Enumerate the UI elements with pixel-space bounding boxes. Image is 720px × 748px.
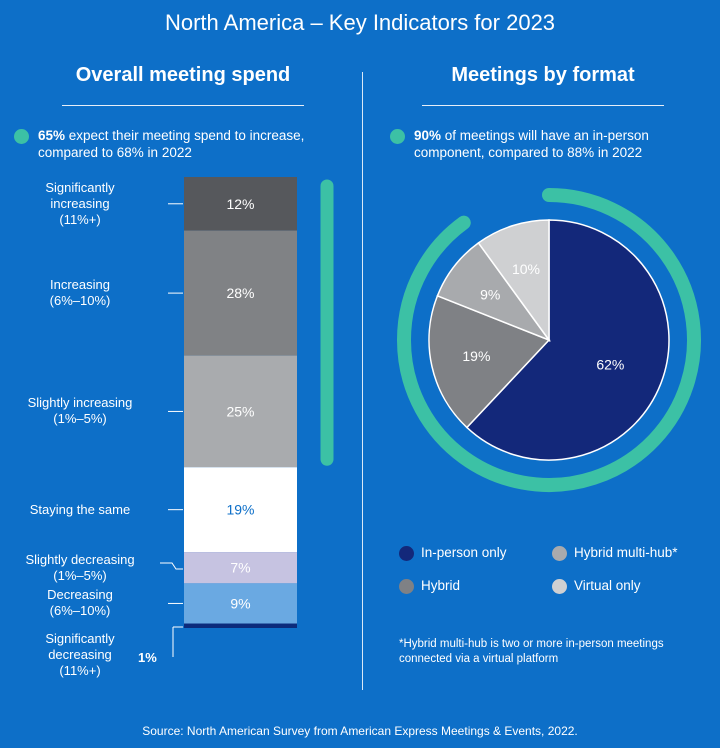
legend-swatch	[399, 546, 414, 561]
bar-category-label-line: (11%+)	[59, 663, 101, 678]
legend-swatch	[552, 579, 567, 594]
right-title-rule	[422, 105, 664, 106]
left-bullet-dot	[14, 129, 29, 144]
bar-category-label: Increasing (6%–10%)	[0, 277, 160, 309]
legend-swatch	[399, 579, 414, 594]
bar-category-label-line: (11%+)	[59, 211, 101, 227]
bar-value-label: 7%	[230, 560, 250, 576]
bar-category-label-line: (6%–10%)	[49, 603, 111, 619]
bar-category-label-line: Significantly	[45, 631, 115, 646]
bar-segment	[184, 355, 297, 468]
right-bullet-dot	[390, 129, 405, 144]
left-bullet-bold: 65%	[38, 128, 66, 143]
bar-value-label: 28%	[226, 285, 254, 301]
pie-value-label: 19%	[462, 348, 490, 364]
bar-segment	[184, 552, 297, 584]
left-bullet-rest: expect their meeting spend to increase, …	[38, 128, 305, 160]
panel-divider	[362, 72, 363, 690]
bar-segment	[184, 623, 297, 628]
left-bullet-text: 65% expect their meeting spend to increa…	[38, 127, 343, 161]
bar-category-label-line: Significantly	[45, 179, 115, 195]
bar-category-label-line: Slightly decreasing	[25, 551, 135, 567]
bar-category-label: Staying the same	[0, 502, 160, 518]
right-bullet-text: 90% of meetings will have an in-person c…	[414, 127, 704, 161]
bar-segment	[184, 230, 297, 356]
left-panel-title: Overall meeting spend	[75, 64, 291, 86]
bar-category-label-line: Slightly increasing	[27, 395, 133, 411]
bar-category-label-line: Staying the same	[29, 501, 131, 517]
page-title: North America – Key Indicators for 2023	[164, 10, 556, 35]
bar-category-label-line: (1%–5%)	[53, 567, 107, 583]
legend-label: Hybrid multi-hub*	[574, 545, 678, 560]
bar-value-label: 19%	[226, 502, 254, 518]
pie-slice	[465, 219, 670, 461]
bar-category-label-line: decreasing	[48, 647, 112, 662]
source-note: Source: North American Survey from Ameri…	[142, 724, 578, 738]
bar-value-label: 12%	[226, 196, 254, 212]
bar-category-label: Decreasing (6%–10%)	[0, 587, 160, 619]
left-title-rule	[62, 105, 304, 106]
legend-label: Virtual only	[574, 578, 641, 593]
legend-swatch	[552, 546, 567, 561]
pie-value-label: 10%	[512, 261, 540, 277]
bar-category-label-line: Increasing	[50, 277, 110, 293]
bar-category-label-line: Decreasing	[47, 587, 113, 603]
bar-value-label-small: 1%	[138, 650, 157, 665]
bar-category-label: Significantly decreasing (11%+)	[0, 631, 160, 679]
footnote: *Hybrid multi-hub is two or more in-pers…	[399, 638, 664, 665]
bar-value-label: 25%	[226, 403, 254, 419]
legend-label: Hybrid	[421, 578, 461, 593]
legend-label: In-person only	[421, 545, 507, 560]
pie-outer-ring	[397, 188, 701, 492]
right-panel-title: Meetings by format	[451, 64, 635, 86]
bar-segment	[184, 467, 297, 553]
pie-slice	[477, 219, 550, 343]
right-bullet-bold: 90%	[414, 128, 442, 143]
pie-value-label: 9%	[480, 286, 500, 302]
leader-line	[160, 562, 183, 570]
bar-category-label: Slightly increasing (1%–5%)	[0, 395, 160, 427]
bar-category-label: Significantly increasing (11%+)	[0, 180, 160, 228]
right-bullet-rest: of meetings will have an in-person compo…	[414, 128, 649, 160]
bar-category-label-line: (6%–10%)	[49, 293, 111, 309]
bar-category-label-line: increasing	[50, 195, 110, 211]
bar-category-label-line: (1%–5%)	[53, 411, 107, 427]
bar-category-label: Slightly decreasing (1%–5%)	[0, 552, 160, 584]
pie-value-label: 62%	[596, 356, 624, 372]
bar-segment	[184, 177, 297, 231]
bar-value-label: 9%	[230, 595, 250, 611]
bar-segment	[184, 583, 297, 624]
